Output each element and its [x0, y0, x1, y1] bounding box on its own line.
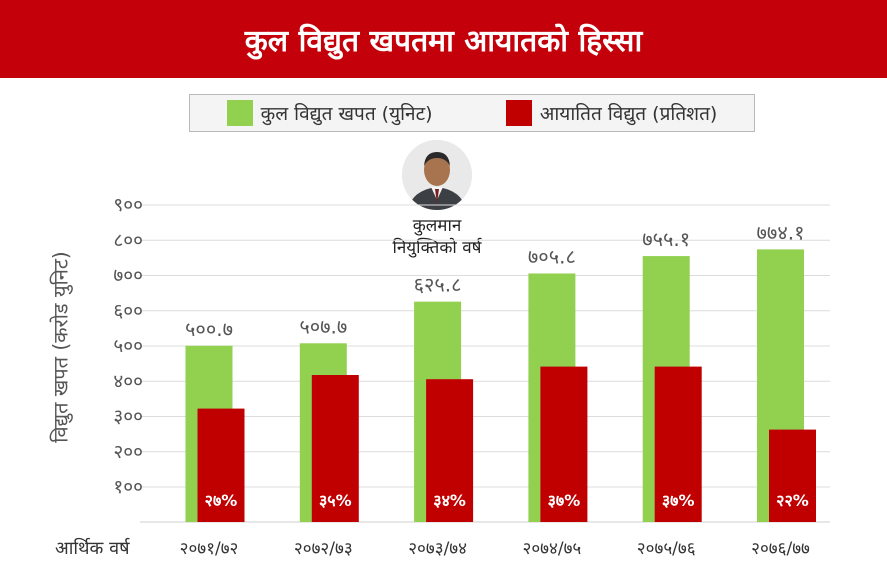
- import-percent-label: ३५%: [319, 491, 352, 510]
- y-tick-label: २००: [113, 441, 143, 463]
- import-percent-label: ३७%: [548, 491, 581, 510]
- appointment-annotation: कुलमान नियुक्तिको वर्ष: [362, 215, 512, 259]
- page-title: कुल विद्युत खपतमा आयातको हिस्सा: [0, 0, 887, 78]
- legend-swatch-consumption: [226, 100, 253, 126]
- y-tick-label: ३००: [113, 406, 143, 428]
- import-bar: [426, 379, 474, 522]
- person-photo: [402, 140, 472, 210]
- import-percent-label: २२%: [776, 491, 809, 510]
- import-bar: [540, 366, 588, 522]
- x-tick-label: २०७४/७५: [523, 539, 582, 559]
- legend-item-import: आयातित विद्युत (प्रतिशत): [505, 100, 718, 126]
- y-tick-label: १००: [113, 476, 143, 498]
- consumption-value-label: ५००.७: [185, 317, 233, 341]
- legend-label-import: आयातित विद्युत (प्रतिशत): [539, 103, 718, 125]
- consumption-value-label: ६२५.८: [414, 273, 462, 297]
- person-photo-icon: [402, 140, 472, 210]
- import-bar: [769, 429, 816, 522]
- import-percent-label: ३७%: [662, 491, 695, 510]
- consumption-value-label: ५०७.७: [299, 314, 347, 338]
- y-tick-label: ७००: [113, 265, 143, 287]
- y-tick-label: ४००: [113, 370, 143, 392]
- x-tick-label: २०७१/७२: [180, 539, 239, 559]
- y-tick-label: ५००: [113, 335, 143, 357]
- chart-legend: कुल विद्युत खपत (युनिट) आयातित विद्युत (…: [189, 94, 755, 132]
- x-tick-label: २०७६/७७: [751, 539, 810, 559]
- y-tick-label: ८००: [113, 229, 143, 251]
- consumption-value-label: ७०५.८: [528, 244, 576, 268]
- consumption-value-label: ७७४.१: [757, 220, 805, 244]
- x-tick-label: २०७३/७४: [408, 539, 467, 559]
- import-bar: [311, 375, 359, 522]
- legend-label-consumption: कुल विद्युत खपत (युनिट): [260, 103, 433, 125]
- x-tick-label: २०७२/७३: [294, 539, 353, 559]
- import-bar: [654, 366, 702, 522]
- x-tick-label: २०७५/७६: [637, 539, 696, 559]
- x-axis-title: आर्थिक वर्ष: [55, 538, 130, 559]
- annotation-line-1: कुलमान: [412, 216, 462, 236]
- y-tick-label: ९००: [113, 194, 143, 216]
- consumption-value-label: ७५५.१: [642, 227, 690, 251]
- import-percent-label: २७%: [205, 491, 238, 510]
- annotation-line-2: नियुक्तिको वर्ष: [392, 238, 482, 258]
- import-bar: [197, 408, 245, 522]
- legend-swatch-import: [505, 100, 532, 126]
- legend-item-consumption: कुल विद्युत खपत (युनिट): [226, 100, 433, 126]
- import-percent-label: ३४%: [433, 491, 466, 510]
- y-tick-label: ६००: [113, 300, 143, 322]
